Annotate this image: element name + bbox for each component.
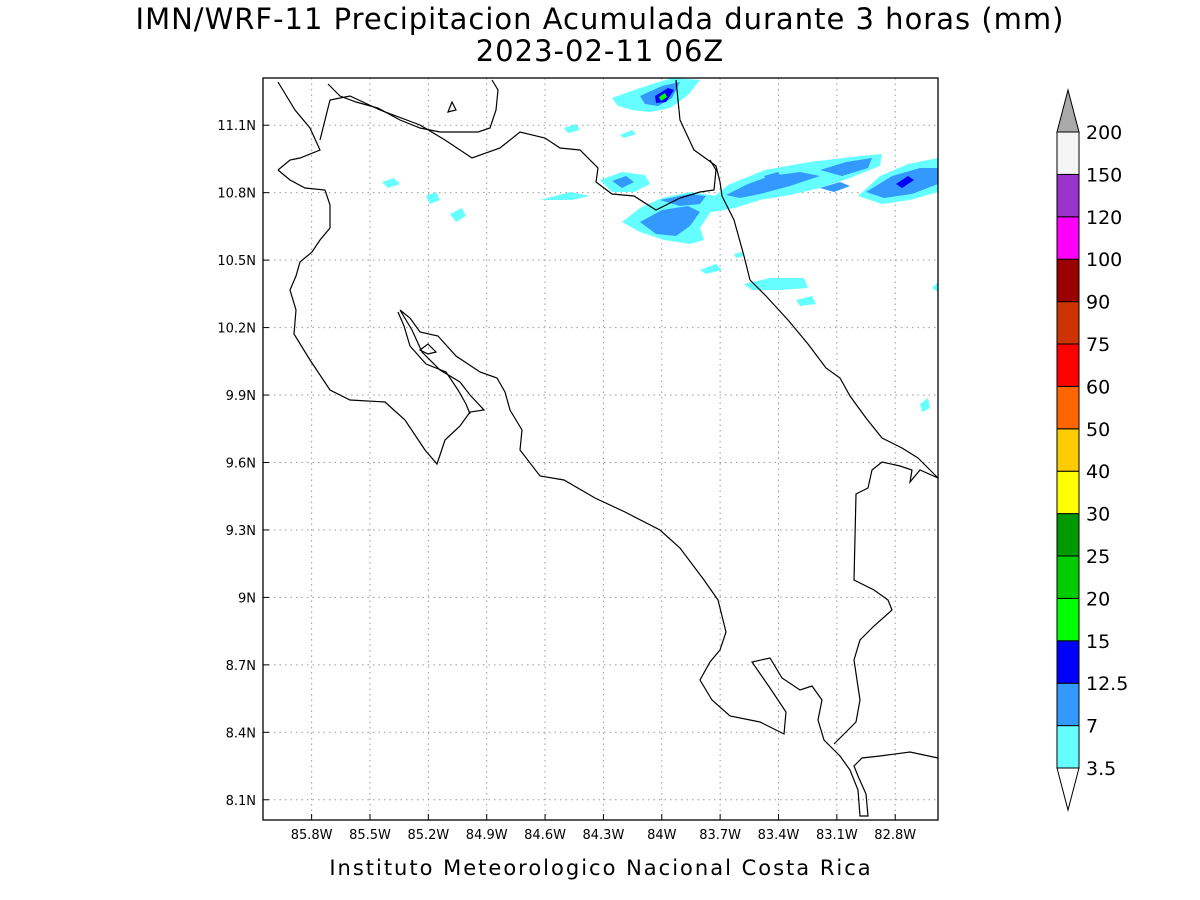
lon-tick-label: 85.8W xyxy=(291,828,333,843)
precip-area xyxy=(820,182,850,192)
precip-area xyxy=(896,176,914,188)
lon-tick-label: 84.3W xyxy=(583,828,625,843)
colorbar-segment xyxy=(1056,640,1080,684)
colorbar-segment xyxy=(1056,428,1080,472)
precip-area xyxy=(700,264,722,274)
colorbar-level-label: 30 xyxy=(1086,504,1110,526)
precip-area xyxy=(796,296,816,306)
colorbar-level-label: 15 xyxy=(1086,631,1110,653)
colorbar-level-label: 7 xyxy=(1086,716,1098,738)
colorbar-level-label: 100 xyxy=(1086,249,1122,271)
colorbar-level-label: 200 xyxy=(1086,122,1122,144)
colorbar-level-label: 150 xyxy=(1086,164,1122,186)
caribbean-coastline xyxy=(675,79,939,479)
precip-area xyxy=(564,124,580,133)
colorbar-over-arrow xyxy=(1056,88,1080,133)
precip-area xyxy=(426,192,440,204)
inner-coast xyxy=(397,311,471,415)
lat-tick-label: 10.2N xyxy=(217,322,256,337)
precip-area xyxy=(734,252,744,258)
colorbar-segment xyxy=(1056,513,1080,557)
lat-tick-label: 10.8N xyxy=(217,187,256,202)
colorbar-level-label: 90 xyxy=(1086,292,1110,314)
pacific-coastline xyxy=(277,81,939,817)
lon-tick-label: 84.6W xyxy=(524,828,566,843)
colorbar-segment xyxy=(1056,725,1080,769)
lat-tick-label: 10.5N xyxy=(217,254,256,269)
map-axes: 85.8W 85.5W 85.2W 84.9W 84.6W 84.3W 84W 83.7W 83… xyxy=(217,119,916,843)
colorbar-segment xyxy=(1056,555,1080,599)
lat-tick-label: 8.4N xyxy=(226,726,256,741)
chart-title: IMN/WRF-11 Precipitacion Acumulada duran… xyxy=(135,2,1065,36)
colorbar-segment xyxy=(1056,301,1080,345)
lon-tick-label: 84W xyxy=(647,828,677,843)
coastlines xyxy=(277,79,939,817)
colorbar-segment xyxy=(1056,343,1080,387)
colorbar-level-label: 20 xyxy=(1086,588,1110,610)
colorbar-level-label: 12.5 xyxy=(1086,673,1128,695)
colorbar-segment xyxy=(1056,173,1080,218)
colorbar-segment xyxy=(1056,682,1080,727)
lat-tick-label: 9.3N xyxy=(226,524,256,539)
lon-tick-label: 83.4W xyxy=(758,828,800,843)
northern-border xyxy=(319,95,717,211)
precip-area xyxy=(612,176,634,188)
precip-area xyxy=(382,178,400,188)
island xyxy=(418,343,438,355)
footer-credit: Instituto Meteorologico Nacional Costa R… xyxy=(329,856,873,880)
colorbar-under-arrow xyxy=(1056,767,1080,812)
precip-area xyxy=(450,208,466,222)
grid-lines xyxy=(263,78,938,820)
plot-frame xyxy=(262,77,939,821)
colorbar-level-label: 75 xyxy=(1086,334,1110,356)
lat-tick-label: 9.9N xyxy=(226,389,256,404)
precip-area xyxy=(640,206,700,236)
precip-area xyxy=(540,192,590,200)
lake-shore xyxy=(327,79,499,133)
lat-tick-label: 9N xyxy=(238,591,256,606)
colorbar-level-label: 60 xyxy=(1086,376,1110,398)
lon-tick-label: 83.1W xyxy=(816,828,858,843)
island xyxy=(447,100,457,113)
lat-tick-label: 9.6N xyxy=(226,456,256,471)
precip-area xyxy=(620,130,636,138)
lon-tick-label: 85.5W xyxy=(349,828,391,843)
panama-border xyxy=(833,461,939,745)
lat-tick-label: 8.1N xyxy=(226,794,256,809)
colorbar-level-label: 120 xyxy=(1086,207,1122,229)
lon-tick-label: 82.8W xyxy=(874,828,916,843)
precip-area xyxy=(660,194,706,206)
lon-tick-label: 83.7W xyxy=(699,828,741,843)
colorbar-segment xyxy=(1056,385,1080,430)
lon-tick-label: 85.2W xyxy=(407,828,449,843)
colorbar-segment xyxy=(1056,131,1080,175)
colorbar-segment xyxy=(1056,258,1080,303)
colorbar-level-label: 40 xyxy=(1086,461,1110,483)
colorbar-level-label: 25 xyxy=(1086,546,1110,568)
colorbar-level-label: 50 xyxy=(1086,419,1110,441)
colorbar-level-label: 3.5 xyxy=(1086,758,1116,780)
chart-subtitle: 2023-02-11 06Z xyxy=(475,34,725,68)
lon-tick-label: 84.9W xyxy=(466,828,508,843)
precip-area xyxy=(932,282,938,292)
precip-area xyxy=(920,398,930,412)
precip-area xyxy=(764,172,782,182)
colorbar-segment xyxy=(1056,216,1080,260)
precip-area xyxy=(744,278,808,290)
precip-area xyxy=(726,172,820,198)
precip-area xyxy=(659,93,667,101)
colorbar-legend: 3.5 7 12.5 15 20 25 30 40 50 60 75 90 100 120 150 200 xyxy=(1056,88,1128,812)
lat-tick-label: 11.1N xyxy=(217,119,256,134)
precipitation-layer xyxy=(382,78,938,412)
colorbar-segment xyxy=(1056,470,1080,515)
colorbar-segment xyxy=(1056,597,1080,642)
precip-area xyxy=(820,158,872,176)
lat-tick-label: 8.7N xyxy=(226,659,256,674)
